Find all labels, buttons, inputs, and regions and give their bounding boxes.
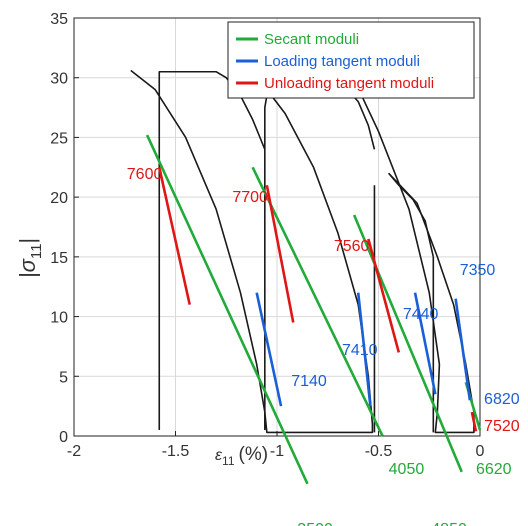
- annotations: 7600 7700 7560 7520 7350 7440 7410 7140 6820 3500…: [127, 166, 520, 526]
- y-axis-subscript: 11: [28, 244, 45, 260]
- x-tick-label: -1: [270, 443, 284, 460]
- x-axis-symbol: ε: [215, 447, 223, 464]
- legend-label: Unloading tangent moduli: [264, 75, 434, 92]
- curve-line: [264, 95, 268, 431]
- y-tick-label: 15: [50, 250, 68, 267]
- modulus-annotation: 7560: [334, 238, 370, 255]
- y-tick-label: 25: [50, 130, 68, 147]
- x-tick-label: 0: [476, 443, 485, 460]
- x-axis-unit: (%): [239, 444, 269, 465]
- secant-line: [251, 166, 384, 437]
- x-tick-labels: -2 -1.5 -1 -0.5 0: [67, 431, 485, 460]
- x-tick-label: -0.5: [365, 443, 393, 460]
- legend-label: Secant moduli: [264, 31, 359, 48]
- loading-line: [255, 292, 283, 407]
- curve-line: [351, 74, 475, 434]
- modulus-annotation: 7600: [127, 166, 163, 183]
- y-tick-label: 20: [50, 190, 68, 207]
- x-axis-label: ε11 (%): [215, 444, 268, 468]
- y-tick-label: 5: [59, 369, 68, 386]
- modulus-annotation: 7350: [460, 262, 496, 279]
- x-tick-label: -2: [67, 443, 81, 460]
- curve-line: [388, 172, 435, 258]
- modulus-annotation: 3500: [297, 521, 333, 526]
- y-axis-prefix: |σ: [15, 258, 40, 278]
- loading-line: [356, 292, 372, 407]
- modulus-annotation: 6820: [484, 391, 520, 408]
- y-tick-label: 0: [59, 429, 68, 446]
- curve-line: [158, 70, 266, 431]
- x-axis-subscript: 11: [222, 454, 235, 468]
- loading-line: [454, 298, 472, 401]
- curve-line: [130, 69, 374, 434]
- y-tick-label: 30: [50, 71, 68, 88]
- modulus-annotation: 6620: [476, 461, 512, 478]
- legend: Secant moduli Loading tangent moduli Unloa…: [227, 21, 475, 99]
- loading-line: [413, 292, 437, 395]
- y-axis-suffix: |: [15, 238, 40, 244]
- unloading-line: [470, 411, 478, 432]
- modulus-annotation: 7520: [484, 418, 520, 435]
- unloading-line: [157, 167, 191, 305]
- y-axis-label: |σ11|: [15, 238, 45, 278]
- y-tick-label: 35: [50, 11, 68, 28]
- modulus-annotation: 7700: [232, 189, 268, 206]
- secant-line: [352, 214, 463, 473]
- modulus-annotation: 4850: [431, 521, 467, 526]
- unloading-line: [367, 238, 401, 353]
- series-layer: [130, 69, 482, 485]
- modulus-annotation: 7440: [403, 306, 439, 323]
- modulus-annotation: 7140: [291, 373, 327, 390]
- y-tick-label: 10: [50, 310, 68, 327]
- unloading-line: [265, 184, 295, 323]
- x-tick-label: -1.5: [162, 443, 190, 460]
- y-tick-labels: 0 5 10 15 20 25 30 35: [50, 11, 79, 446]
- legend-box: [227, 21, 475, 99]
- legend-label: Loading tangent moduli: [264, 53, 420, 70]
- secant-line: [145, 134, 309, 485]
- modulus-annotation: 7410: [342, 342, 378, 359]
- modulus-annotation: 4050: [389, 461, 425, 478]
